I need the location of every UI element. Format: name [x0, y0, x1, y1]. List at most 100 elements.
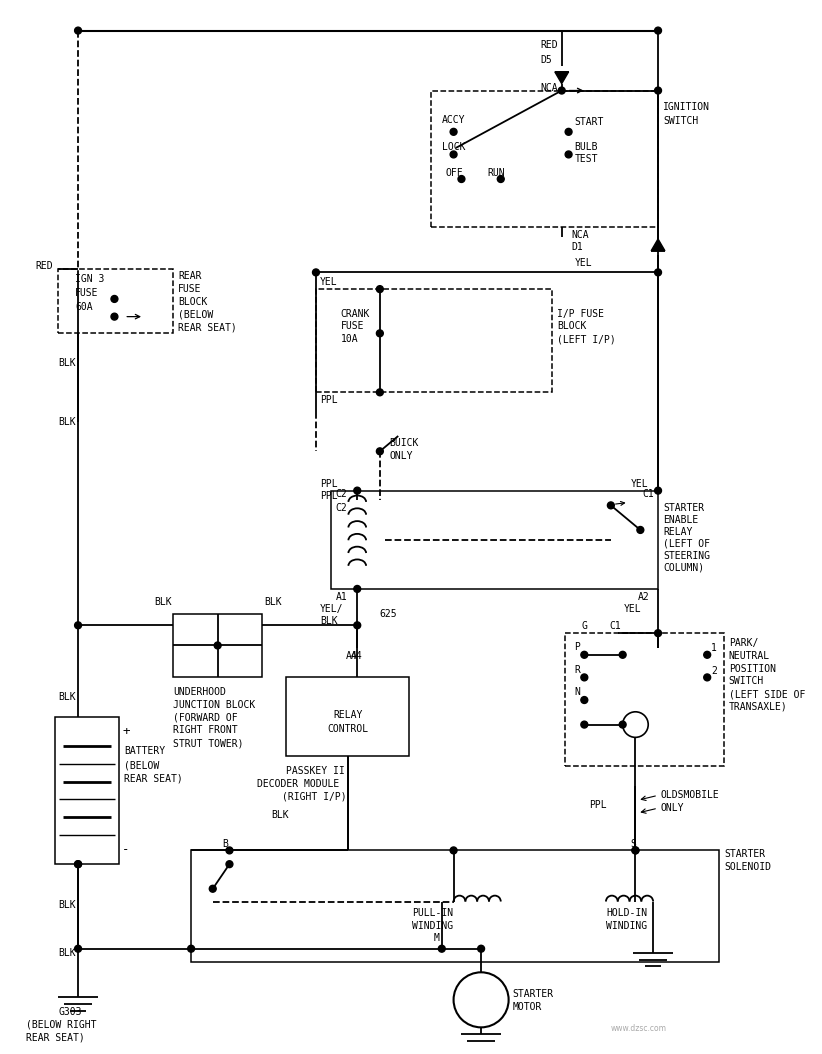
- Text: RED: RED: [36, 261, 53, 272]
- Bar: [431, 91, 658, 228]
- Text: TEST: TEST: [575, 154, 598, 164]
- Bar: [55, 717, 119, 864]
- Text: STARTER: STARTER: [724, 850, 765, 859]
- Text: RUN: RUN: [487, 168, 505, 178]
- Circle shape: [497, 176, 504, 182]
- Text: STARTER: STARTER: [663, 504, 704, 513]
- Circle shape: [478, 945, 484, 952]
- Text: BLK: BLK: [58, 358, 76, 368]
- Text: IGN 3: IGN 3: [75, 274, 104, 285]
- Bar: [58, 270, 173, 333]
- Text: www.dzsc.com: www.dzsc.com: [611, 1024, 667, 1033]
- Polygon shape: [555, 72, 569, 83]
- Circle shape: [458, 176, 465, 182]
- Text: NEUTRAL: NEUTRAL: [729, 650, 770, 661]
- Circle shape: [353, 487, 361, 494]
- Circle shape: [704, 674, 711, 681]
- Text: PPL: PPL: [320, 395, 338, 405]
- Text: (RIGHT I/P): (RIGHT I/P): [282, 792, 346, 801]
- Text: R: R: [575, 664, 580, 675]
- Circle shape: [558, 87, 566, 94]
- Text: BLK: BLK: [320, 617, 338, 626]
- Text: REAR SEAT): REAR SEAT): [178, 323, 237, 332]
- Text: 10A: 10A: [340, 334, 358, 345]
- Text: FUSE: FUSE: [75, 288, 99, 298]
- Text: (LEFT SIDE OF: (LEFT SIDE OF: [729, 689, 806, 699]
- Circle shape: [376, 330, 383, 337]
- Text: RELAY: RELAY: [333, 709, 363, 720]
- Text: FUSE: FUSE: [178, 285, 202, 294]
- Text: D5: D5: [540, 55, 552, 65]
- Text: BLK: BLK: [58, 416, 76, 427]
- Bar: [565, 633, 724, 766]
- Circle shape: [632, 847, 639, 854]
- Text: START: START: [575, 117, 604, 126]
- Circle shape: [581, 697, 588, 703]
- Circle shape: [607, 502, 614, 509]
- Text: LOCK: LOCK: [441, 141, 465, 152]
- Text: (FORWARD OF: (FORWARD OF: [173, 713, 238, 723]
- Text: N: N: [575, 687, 580, 697]
- Text: D: D: [632, 720, 639, 729]
- Text: BLK: BLK: [272, 811, 289, 820]
- Bar: [316, 289, 552, 392]
- Text: BLK: BLK: [154, 597, 172, 607]
- Text: STRUT TOWER): STRUT TOWER): [173, 738, 244, 748]
- Circle shape: [75, 861, 81, 867]
- Circle shape: [637, 527, 644, 533]
- Text: STARTER: STARTER: [513, 989, 554, 999]
- Text: -: -: [122, 843, 130, 856]
- Text: UNDERHOOD: UNDERHOOD: [173, 687, 226, 697]
- Text: A4: A4: [345, 650, 358, 661]
- Circle shape: [450, 129, 457, 135]
- Text: C2: C2: [335, 504, 348, 513]
- Text: ENABLE: ENABLE: [663, 515, 698, 525]
- Text: BLK: BLK: [58, 692, 76, 702]
- Text: (BELOW: (BELOW: [178, 310, 214, 319]
- Circle shape: [312, 269, 320, 276]
- Text: RELAY: RELAY: [663, 527, 692, 536]
- Circle shape: [450, 151, 457, 158]
- Text: BLK: BLK: [264, 597, 281, 607]
- Polygon shape: [651, 239, 665, 251]
- Circle shape: [654, 87, 662, 94]
- Text: REAR SEAT): REAR SEAT): [124, 774, 183, 784]
- Circle shape: [75, 945, 81, 952]
- Text: PARK/: PARK/: [729, 638, 758, 648]
- Text: I/P FUSE: I/P FUSE: [556, 309, 604, 318]
- Text: FUSE: FUSE: [340, 321, 364, 331]
- Text: 625: 625: [380, 608, 398, 619]
- Circle shape: [704, 651, 711, 659]
- Text: BLOCK: BLOCK: [178, 297, 208, 307]
- Circle shape: [353, 622, 361, 629]
- Text: BATTERY: BATTERY: [124, 746, 165, 756]
- Text: MOTOR: MOTOR: [513, 1001, 542, 1012]
- Circle shape: [654, 487, 662, 494]
- Text: NCA: NCA: [540, 82, 557, 93]
- Text: COLUMN): COLUMN): [663, 562, 704, 572]
- Text: B: B: [223, 839, 229, 848]
- Text: OLDSMOBILE: OLDSMOBILE: [660, 790, 718, 800]
- Text: YEL: YEL: [624, 604, 641, 613]
- Text: POSITION: POSITION: [729, 664, 776, 674]
- Text: ONLY: ONLY: [390, 451, 413, 462]
- Text: D1: D1: [571, 241, 584, 252]
- Text: RIGHT FRONT: RIGHT FRONT: [173, 725, 238, 736]
- Circle shape: [215, 642, 221, 649]
- Text: YEL/: YEL/: [320, 604, 344, 613]
- Text: REAR SEAT): REAR SEAT): [26, 1032, 85, 1042]
- Text: WINDING: WINDING: [413, 921, 454, 931]
- Text: BLK: BLK: [58, 900, 76, 911]
- Text: YEL: YEL: [630, 479, 648, 489]
- Text: YEL: YEL: [320, 277, 338, 288]
- Circle shape: [581, 721, 588, 728]
- Text: REAR: REAR: [178, 271, 202, 281]
- Circle shape: [622, 711, 649, 738]
- Text: C1: C1: [642, 489, 654, 499]
- Text: SWITCH: SWITCH: [663, 116, 698, 126]
- Text: CRANK: CRANK: [340, 309, 370, 318]
- Text: JUNCTION BLOCK: JUNCTION BLOCK: [173, 700, 256, 710]
- Circle shape: [226, 861, 233, 867]
- Text: BULB: BULB: [575, 141, 598, 152]
- Circle shape: [619, 651, 626, 659]
